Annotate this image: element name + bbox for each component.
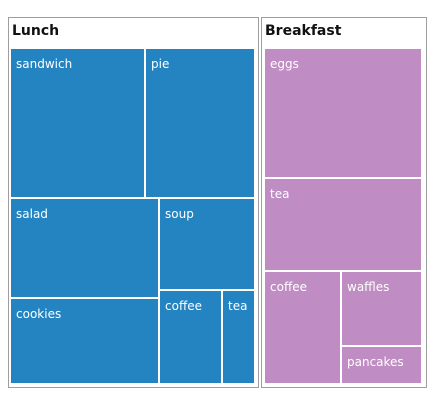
treemap-tile-lunch-coffee[interactable]: coffee (159, 290, 222, 384)
treemap-tile-breakfast-waffles[interactable]: waffles (341, 271, 422, 346)
treemap-tile-lunch-sandwich[interactable]: sandwich (10, 48, 145, 198)
treemap-tile-breakfast-eggs[interactable]: eggs (264, 48, 422, 178)
tile-label: soup (165, 207, 194, 221)
tile-label: pie (151, 57, 170, 71)
tile-label: waffles (347, 280, 390, 294)
tile-label: coffee (165, 299, 202, 313)
tile-label: cookies (16, 307, 62, 321)
group-title: Lunch (12, 23, 60, 39)
treemap-tile-breakfast-tea[interactable]: tea (264, 178, 422, 271)
treemap-tile-breakfast-coffee[interactable]: coffee (264, 271, 341, 384)
tile-label: eggs (270, 57, 299, 71)
tile-label: sandwich (16, 57, 73, 71)
treemap-tile-lunch-soup[interactable]: soup (159, 198, 255, 290)
tile-label: tea (228, 299, 248, 313)
tile-label: tea (270, 187, 290, 201)
group-title: Breakfast (265, 23, 342, 39)
tile-label: salad (16, 207, 48, 221)
treemap-tile-breakfast-pancakes[interactable]: pancakes (341, 346, 422, 384)
treemap-tile-lunch-pie[interactable]: pie (145, 48, 255, 198)
tile-label: pancakes (347, 355, 404, 369)
tile-label: coffee (270, 280, 307, 294)
treemap-tile-lunch-cookies[interactable]: cookies (10, 298, 159, 384)
treemap-tile-lunch-tea[interactable]: tea (222, 290, 255, 384)
treemap-tile-lunch-salad[interactable]: salad (10, 198, 159, 298)
